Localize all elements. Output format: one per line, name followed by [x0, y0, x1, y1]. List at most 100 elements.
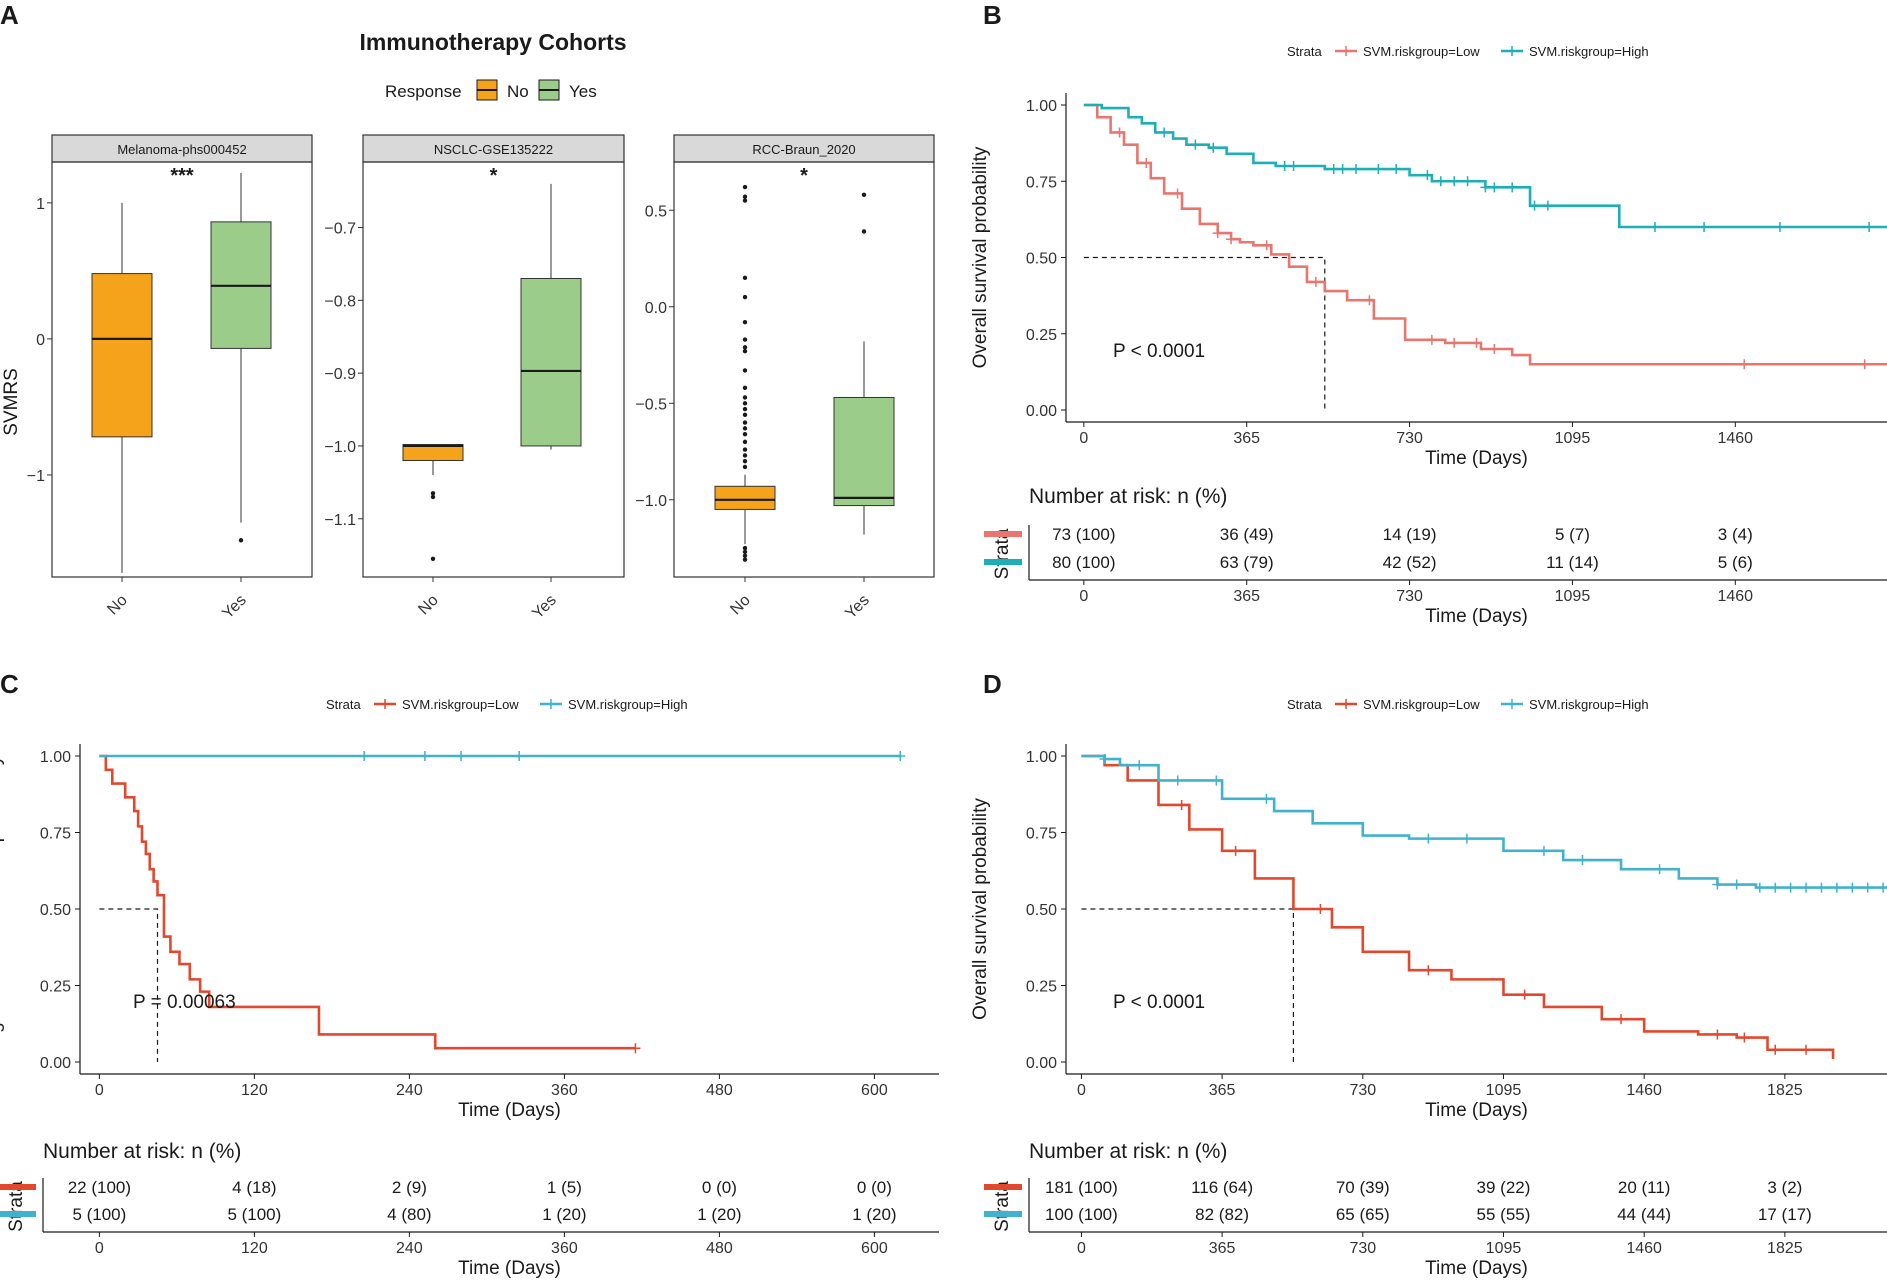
- legend-key-censor: [1341, 699, 1351, 709]
- facet-label: Melanoma-phs000452: [117, 142, 246, 157]
- box-yes: Yes: [833, 192, 895, 622]
- median-survival-line: [1083, 256, 1326, 410]
- censor-mark: [1878, 882, 1887, 893]
- legend-label: SVM.riskgroup=High: [1529, 44, 1649, 59]
- censor-mark: [1337, 164, 1348, 175]
- p-value: P < 0.0001: [1113, 341, 1205, 362]
- outlier-point: [742, 348, 748, 354]
- y-tick-label: −1.0: [324, 439, 356, 456]
- censor-mark: [1774, 222, 1785, 232]
- censor-mark: [1315, 904, 1326, 914]
- outlier-point: [742, 385, 748, 391]
- outlier-point: [742, 431, 748, 437]
- x-tick-label: Yes: [842, 592, 872, 622]
- censor-mark: [1770, 1044, 1781, 1055]
- outlier-point: [861, 229, 867, 234]
- legend-key-censor: [1507, 46, 1517, 56]
- risk-count: 82 (82): [1195, 1205, 1249, 1224]
- censor-mark: [1816, 882, 1827, 893]
- facet-panel-border: [673, 161, 935, 578]
- outlier-point: [742, 294, 748, 300]
- legend-key-censor: [1341, 46, 1351, 56]
- censor-mark: [1831, 882, 1842, 893]
- facet-panel-border: [362, 161, 625, 578]
- x-tick-label: 240: [396, 1082, 423, 1099]
- facet-3: RCC-Braun_2020 * 0.5 0.0 −0.5 −1.0 No Yes: [635, 134, 935, 622]
- risk-table-title: Number at risk: n (%): [43, 1140, 241, 1163]
- censor-mark: [1373, 164, 1384, 175]
- x-tick-label: 1825: [1767, 1082, 1803, 1099]
- risk-count: 73 (100): [1052, 525, 1115, 544]
- censor-mark: [1114, 127, 1125, 138]
- x-tick-label: 1460: [1626, 1082, 1662, 1099]
- censor-mark: [1739, 359, 1750, 370]
- facet-label: NSCLC-GSE135222: [434, 142, 553, 157]
- y-axis-title: Overall survival probability: [970, 798, 991, 1020]
- risk-x-tick-label: 0: [95, 1240, 104, 1257]
- legend-key-censor: [380, 699, 390, 709]
- y-tick-label: 0.25: [1026, 327, 1057, 344]
- outlier-point: [430, 491, 436, 496]
- risk-count: 63 (79): [1220, 553, 1274, 572]
- box-iqr: [714, 485, 776, 510]
- censor-mark: [1507, 182, 1518, 193]
- censor-mark: [1519, 989, 1530, 1000]
- outlier-point: [742, 412, 748, 418]
- censor-mark: [1859, 359, 1870, 370]
- censor-mark: [1176, 799, 1187, 810]
- censor-mark: [456, 751, 467, 761]
- censor-mark: [1529, 200, 1540, 211]
- censor-mark: [359, 751, 370, 761]
- y-tick-label: 0.00: [1026, 1055, 1057, 1072]
- risk-x-tick-label: 240: [396, 1240, 423, 1257]
- censor-mark: [1712, 879, 1723, 890]
- outlier-point: [742, 458, 748, 464]
- significance-label: ***: [170, 165, 194, 187]
- risk-count: 42 (52): [1383, 553, 1437, 572]
- box-no: No: [714, 184, 776, 618]
- p-value: P < 0.0001: [1113, 992, 1205, 1013]
- risk-x-axis-title: Time (Days): [458, 1258, 561, 1279]
- censor-mark: [1577, 855, 1588, 866]
- outlier-point: [742, 401, 748, 406]
- panel-a-title: Immunotherapy Cohorts: [359, 29, 626, 55]
- censor-mark: [1099, 754, 1110, 765]
- censor-mark: [1616, 1014, 1627, 1025]
- outlier-point: [742, 439, 748, 445]
- risk-strata-label: Strata: [6, 1181, 27, 1232]
- risk-x-tick-label: 360: [551, 1240, 578, 1257]
- risk-x-tick-label: 480: [706, 1240, 733, 1257]
- box-iqr: [402, 443, 464, 462]
- risk-count: 5 (100): [72, 1205, 126, 1224]
- y-tick-label: 0.75: [1026, 826, 1057, 843]
- outlier-point: [742, 549, 748, 555]
- risk-x-tick-label: 365: [1209, 1240, 1236, 1257]
- censor-mark: [1134, 760, 1145, 771]
- censor-mark: [1230, 845, 1241, 856]
- outlier-point: [742, 406, 748, 412]
- risk-count: 20 (11): [1618, 1178, 1671, 1197]
- outlier-point: [430, 494, 436, 500]
- panel-c: C Strata SVM.riskgroup=Low SVM.riskgroup=Hi…: [0, 669, 939, 1279]
- box-no: No: [402, 443, 464, 618]
- facet-strip: [51, 134, 313, 163]
- censor-mark: [1654, 864, 1665, 875]
- censor-mark: [1310, 276, 1321, 287]
- risk-count: 5 (7): [1555, 525, 1590, 544]
- risk-count: 1 (20): [542, 1205, 586, 1224]
- censor-mark: [1847, 882, 1858, 893]
- box-yes: Yes: [210, 172, 272, 622]
- legend-label: SVM.riskgroup=Low: [402, 697, 519, 712]
- risk-count: 5 (6): [1718, 553, 1753, 572]
- censor-mark: [1801, 882, 1812, 893]
- y-tick-label: −0.9: [324, 366, 356, 383]
- y-tick-label: 0.75: [40, 826, 71, 843]
- y-tick-label: 0.00: [40, 1055, 71, 1072]
- censor-mark: [1212, 228, 1223, 239]
- risk-count: 36 (49): [1220, 525, 1274, 544]
- censor-mark: [1538, 845, 1549, 856]
- risk-count: 0 (0): [857, 1178, 892, 1197]
- risk-x-tick-label: 1460: [1626, 1240, 1662, 1257]
- risk-count: 80 (100): [1052, 553, 1115, 572]
- censor-mark: [1489, 344, 1500, 354]
